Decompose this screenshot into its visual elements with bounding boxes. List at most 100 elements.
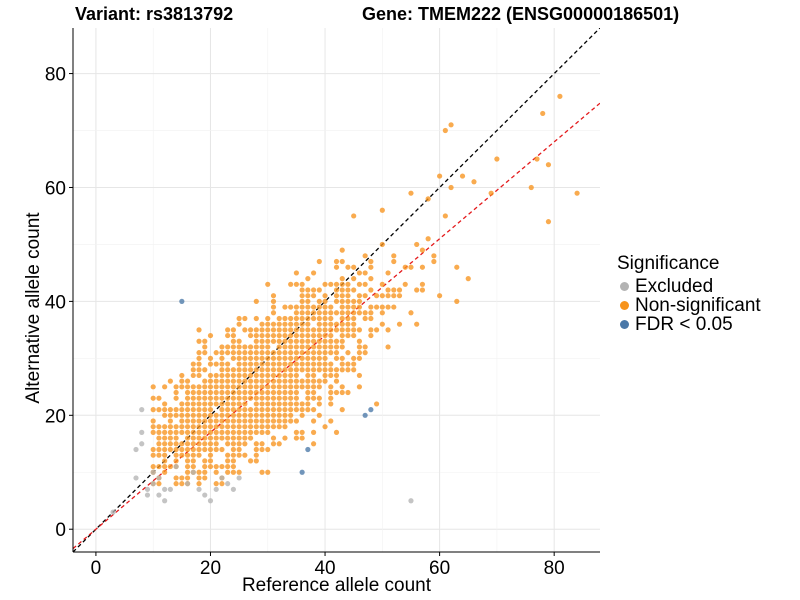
data-point <box>230 407 236 413</box>
data-point <box>242 384 248 390</box>
data-point <box>288 384 294 390</box>
data-point <box>162 498 168 504</box>
data-point <box>207 412 214 418</box>
data-point <box>207 361 214 367</box>
axes: 0 20 40 60 80 0 20 40 60 80 <box>45 28 600 579</box>
data-point <box>190 435 196 441</box>
data-point <box>236 446 242 453</box>
data-point <box>419 247 426 253</box>
data-point <box>213 389 219 396</box>
data-point <box>156 481 162 487</box>
data-point <box>305 338 311 344</box>
data-point <box>345 298 351 304</box>
data-point <box>282 355 288 361</box>
data-point <box>322 327 328 333</box>
data-point <box>356 304 363 310</box>
data-point <box>345 332 351 339</box>
data-point <box>236 378 242 384</box>
data-point <box>236 367 242 373</box>
legend-item-excluded: Excluded <box>617 277 761 296</box>
data-point <box>190 441 196 447</box>
data-point <box>202 395 208 401</box>
data-point <box>356 384 363 390</box>
data-point <box>362 310 368 316</box>
data-point <box>333 264 340 270</box>
data-point <box>299 401 305 407</box>
data-point <box>207 498 214 504</box>
data-point <box>282 372 288 379</box>
data-point <box>236 401 242 407</box>
data-point <box>351 304 357 310</box>
data-point <box>322 338 328 344</box>
data-point <box>219 389 225 396</box>
data-point <box>293 401 300 407</box>
data-point <box>288 355 294 361</box>
data-point <box>150 395 156 401</box>
data-point <box>299 355 305 361</box>
data-point <box>368 264 374 270</box>
data-point <box>282 424 288 430</box>
data-point <box>184 384 191 390</box>
data-point <box>351 321 357 327</box>
data-point <box>190 389 196 396</box>
data-point <box>230 463 236 470</box>
data-point <box>179 401 185 407</box>
data-point <box>339 281 345 287</box>
data-point <box>230 452 236 458</box>
data-point <box>368 276 374 282</box>
data-point <box>156 441 162 447</box>
data-point <box>173 389 179 396</box>
data-point <box>322 372 328 379</box>
data-point <box>167 378 173 384</box>
data-point <box>259 361 265 367</box>
data-point <box>202 418 208 424</box>
data-point <box>276 315 282 322</box>
data-point <box>202 446 208 453</box>
data-point <box>219 412 225 418</box>
data-point <box>385 304 391 310</box>
data-point <box>316 310 322 316</box>
data-point <box>253 350 259 356</box>
data-point <box>293 355 300 361</box>
data-point <box>408 498 414 504</box>
data-point <box>270 361 277 367</box>
data-point <box>276 378 282 384</box>
data-point <box>225 481 231 487</box>
data-point <box>202 378 208 384</box>
data-point <box>288 395 294 401</box>
data-point <box>190 446 196 453</box>
data-point <box>351 315 357 322</box>
data-point <box>219 401 225 407</box>
data-point <box>247 458 254 464</box>
data-point <box>310 293 317 299</box>
data-point <box>196 435 202 441</box>
data-point <box>213 486 219 492</box>
data-point <box>156 429 162 435</box>
data-point <box>293 378 300 384</box>
data-point <box>299 350 305 356</box>
data-point <box>379 207 385 213</box>
data-point <box>230 446 236 453</box>
data-point <box>265 327 271 333</box>
data-point <box>225 469 231 475</box>
data-point <box>150 384 156 390</box>
data-point <box>230 418 236 424</box>
data-point <box>184 429 191 435</box>
data-point <box>247 372 254 379</box>
data-point <box>247 429 254 435</box>
gene-title: Gene: TMEM222 (ENSG00000186501) <box>362 4 680 24</box>
data-point <box>259 321 265 327</box>
data-point <box>305 407 311 413</box>
data-point <box>190 395 196 401</box>
data-point <box>207 463 214 470</box>
data-point <box>179 384 185 390</box>
data-points <box>110 93 580 515</box>
data-point <box>299 281 305 287</box>
data-point <box>173 435 179 441</box>
data-point <box>310 350 317 356</box>
data-point <box>362 315 368 322</box>
data-point <box>425 196 431 202</box>
data-point <box>167 407 173 413</box>
data-point <box>328 401 334 407</box>
data-point <box>225 463 231 470</box>
